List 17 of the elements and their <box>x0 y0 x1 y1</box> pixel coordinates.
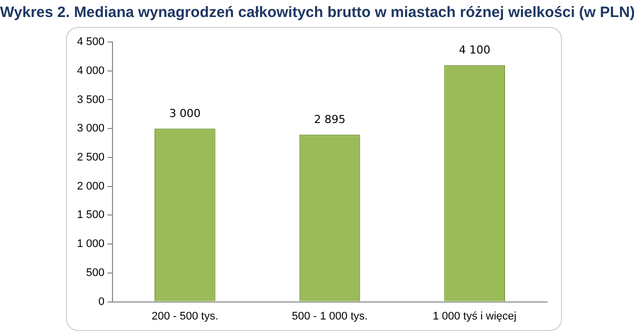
y-tick-label: 4 500 <box>76 36 105 48</box>
y-tick-label: 500 <box>86 266 105 279</box>
y-tick-label: 1 000 <box>76 238 105 250</box>
data-label: 3 000 <box>169 106 201 120</box>
x-tick-label: 500 - 1 000 tys. <box>292 310 368 322</box>
x-tick-label: 200 - 500 tys. <box>152 310 218 322</box>
y-tick-label: 4 000 <box>76 64 105 77</box>
y-tick-label: 3 000 <box>76 122 105 135</box>
y-tick-label: 2 500 <box>76 152 105 164</box>
y-tick-label: 0 <box>98 296 105 308</box>
data-label: 2 895 <box>314 113 346 126</box>
y-tick-label: 3 500 <box>76 94 105 106</box>
y-tick-label: 2 000 <box>76 180 105 192</box>
data-label: 4 100 <box>458 43 490 56</box>
chart-title: Wykres 2. Mediana wynagrodzeń całkowitych brutto w miastach różnej wielkości (w PLN) <box>0 4 634 21</box>
x-tick-label: 1 000 tyś i więcej <box>432 310 516 322</box>
y-tick-label: 1 500 <box>76 209 105 222</box>
